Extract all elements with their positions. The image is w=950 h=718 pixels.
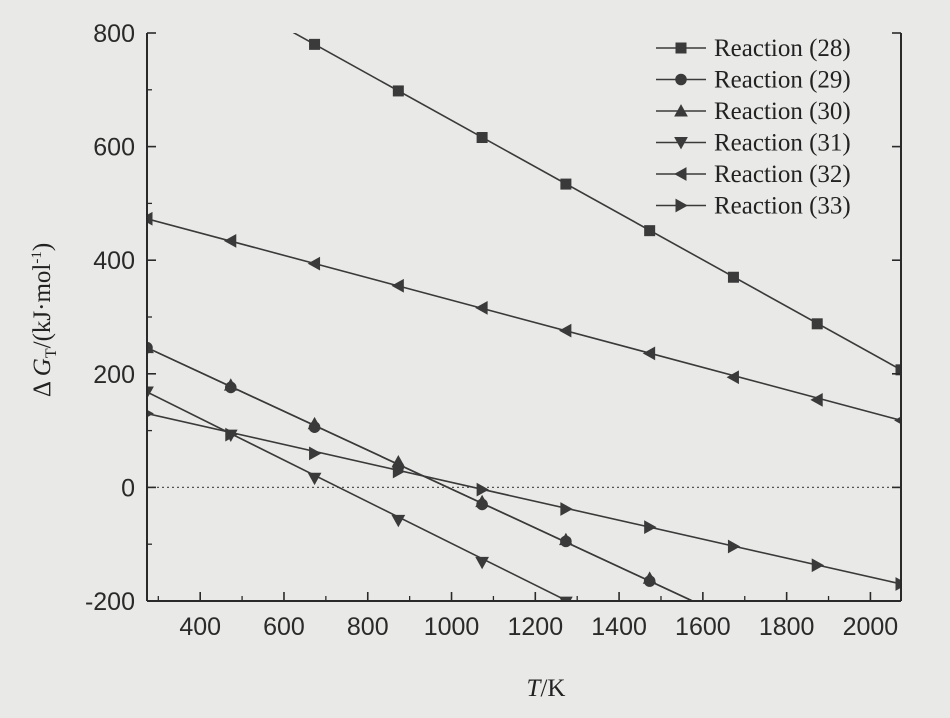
y-tick-label-5: 600 [93, 134, 135, 162]
series-3 [147, 340, 695, 601]
y-axis-title-superscript: -1 [29, 251, 45, 264]
legend-marker-6 [675, 198, 688, 213]
x-tick-label-4: 1000 [424, 613, 480, 641]
data-point-5-6 [559, 323, 572, 338]
data-point-1-7 [811, 318, 823, 330]
y-tick-label-2: 0 [121, 474, 135, 502]
data-point-4-4 [391, 514, 406, 528]
y-axis-title-subscript: T [43, 348, 60, 358]
data-point-5-3 [307, 256, 321, 271]
series-5 [147, 211, 901, 425]
x-axis-title: T/K [527, 675, 566, 702]
data-point-4-5 [475, 556, 489, 570]
y-tick-label-1: -200 [85, 588, 135, 616]
series-1 [292, 33, 901, 376]
legend-label-5: Reaction (32) [714, 161, 851, 188]
data-point-3-2 [223, 378, 238, 391]
series-4 [147, 386, 573, 601]
data-point-5-7 [642, 346, 656, 361]
data-point-5-10 [894, 416, 901, 425]
axes: -200 0 200 400 600 800 400 600 800 1000 1200 1400 16… [85, 20, 902, 641]
data-point-1-3 [476, 132, 488, 144]
data-point-4-3 [307, 472, 322, 486]
data-point-5-9 [810, 393, 823, 407]
legend-item-3: Reaction (30) [656, 98, 851, 125]
y-axis-title: Δ GT/(kJ·mol-1) [29, 243, 60, 397]
y-axis-title-prefix: Δ [29, 376, 56, 397]
y-tick-label-4: 400 [93, 247, 135, 275]
data-point-1-4 [560, 178, 572, 190]
data-point-6-7 [644, 520, 657, 535]
x-tick-label-8: 1800 [759, 613, 815, 641]
data-point-6-6 [560, 502, 573, 516]
legend-marker-2 [675, 73, 687, 86]
legend-label-4: Reaction (31) [714, 130, 851, 157]
y-axis-title-symbol: G [29, 358, 56, 376]
data-point-3-6 [559, 532, 573, 546]
data-point-6-4 [392, 464, 406, 479]
y-axis-title-close: ) [29, 243, 56, 251]
y-tick-label-3: 200 [93, 361, 135, 389]
x-tick-label-2: 600 [263, 613, 305, 641]
legend-label-6: Reaction (33) [714, 193, 851, 220]
data-point-1-2 [392, 85, 404, 97]
data-point-6-10 [895, 577, 901, 591]
data-point-1-5 [644, 225, 656, 237]
data-point-3-7 [642, 571, 657, 584]
data-point-4-6 [559, 596, 573, 601]
legend-marker-3 [674, 104, 688, 117]
legend-item-6: Reaction (33) [656, 193, 851, 220]
legend-label-3: Reaction (30) [714, 98, 851, 125]
data-point-3-4 [391, 454, 406, 468]
series-6 [147, 409, 901, 591]
x-tick-label-3: 800 [347, 613, 389, 641]
data-point-6-5 [476, 482, 489, 497]
series-line-5 [147, 217, 901, 422]
legend-label-2: Reaction (29) [714, 67, 851, 94]
data-point-5-1 [147, 211, 153, 226]
series-line-1 [292, 33, 901, 371]
data-point-6-9 [811, 558, 825, 573]
x-tick-label-1: 400 [179, 613, 221, 641]
data-point-5-8 [726, 370, 739, 385]
legend-marker-4 [674, 137, 688, 150]
legend-marker-1 [675, 42, 687, 54]
x-tick-label-6: 1400 [591, 613, 647, 641]
legend-item-1: Reaction (28) [656, 35, 851, 62]
data-point-5-2 [223, 234, 237, 248]
x-axis-title-unit: /K [540, 675, 565, 702]
data-point-3-3 [307, 416, 322, 430]
legend-item-2: Reaction (29) [656, 67, 851, 94]
data-point-5-4 [391, 278, 404, 293]
legend-item-5: Reaction (32) [656, 161, 851, 188]
data-point-6-8 [727, 539, 741, 554]
data-point-1-1 [309, 38, 321, 50]
x-tick-label-5: 1200 [507, 613, 563, 641]
series-line-4 [147, 391, 570, 601]
y-axis-title-unit: /(kJ·mol [29, 264, 56, 349]
data-point-3-5 [475, 494, 489, 508]
legend-marker-5 [674, 167, 687, 181]
plot-area [147, 33, 901, 601]
data-point-5-5 [475, 301, 488, 315]
series-line-6 [147, 412, 901, 585]
data-point-3-1 [147, 340, 154, 354]
y-tick-label-6: 800 [93, 20, 135, 48]
data-point-6-2 [225, 427, 238, 442]
legend: Reaction (28) Reaction (29) Reaction (30) R… [656, 35, 851, 220]
legend-label-1: Reaction (28) [714, 35, 851, 62]
legend-item-4: Reaction (31) [656, 130, 851, 157]
x-axis-title-italic: T [527, 675, 543, 702]
data-point-1-6 [727, 271, 739, 283]
data-point-6-1 [147, 409, 154, 418]
data-point-6-3 [309, 446, 322, 461]
x-tick-label-7: 1600 [675, 613, 731, 641]
x-tick-label-9: 2000 [843, 613, 899, 641]
data-point-4-1 [147, 386, 154, 399]
data-point-1-8 [895, 364, 901, 376]
